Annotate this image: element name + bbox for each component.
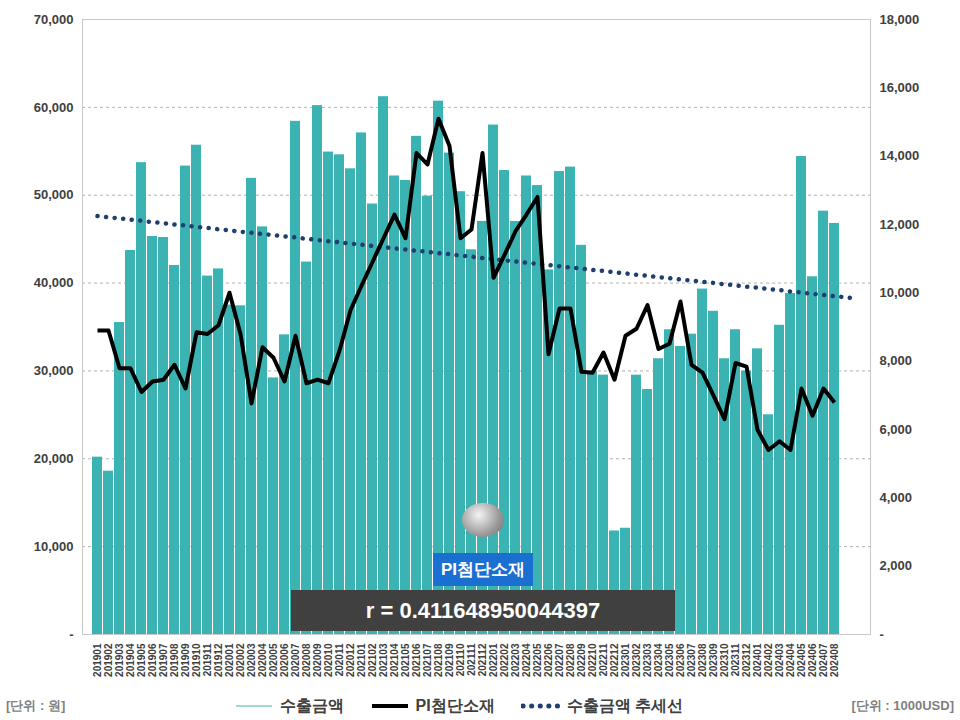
svg-text:202204: 202204 — [521, 643, 532, 677]
svg-text:202304: 202304 — [653, 643, 664, 677]
svg-text:12,000: 12,000 — [880, 217, 920, 232]
svg-text:201909: 201909 — [180, 643, 191, 677]
svg-text:202310: 202310 — [719, 643, 730, 677]
svg-text:202012: 202012 — [345, 643, 356, 677]
svg-text:202101: 202101 — [356, 643, 367, 677]
svg-text:201903: 201903 — [114, 643, 125, 677]
svg-text:18,000: 18,000 — [880, 12, 920, 27]
svg-text:202003: 202003 — [246, 643, 257, 677]
svg-text:201905: 201905 — [136, 643, 147, 677]
svg-text:202111: 202111 — [466, 643, 477, 676]
svg-text:201902: 201902 — [103, 643, 114, 677]
svg-text:202106: 202106 — [411, 643, 422, 677]
svg-text:4,000: 4,000 — [880, 490, 913, 505]
svg-text:202205: 202205 — [532, 643, 543, 677]
svg-text:202203: 202203 — [510, 643, 521, 677]
svg-text:202211: 202211 — [598, 643, 609, 676]
svg-text:201907: 201907 — [158, 643, 169, 677]
html-text:PI첨단소재: PI첨단소재 — [415, 696, 495, 714]
svg-text:202407: 202407 — [818, 643, 829, 677]
svg-text:202102: 202102 — [367, 643, 378, 677]
svg-text:202401: 202401 — [752, 643, 763, 677]
svg-text:202312: 202312 — [741, 643, 752, 677]
svg-text:202011: 202011 — [334, 643, 345, 676]
svg-text:202108: 202108 — [433, 643, 444, 677]
svg-text:202004: 202004 — [257, 643, 268, 677]
svg-text:202103: 202103 — [378, 643, 389, 677]
svg-text:202107: 202107 — [422, 643, 433, 677]
svg-text:202305: 202305 — [664, 643, 675, 677]
svg-text:202009: 202009 — [312, 643, 323, 677]
svg-text:202007: 202007 — [290, 643, 301, 677]
svg-text:202210: 202210 — [587, 643, 598, 677]
html-text:r = 0.411648950044397: r = 0.411648950044397 — [365, 597, 601, 623]
svg-text:202404: 202404 — [785, 643, 796, 677]
svg-text:50,000: 50,000 — [34, 187, 74, 202]
svg-text:202005: 202005 — [268, 643, 279, 677]
html-text:[단위 : 1000USD]: [단위 : 1000USD] — [851, 698, 954, 713]
svg-text:202109: 202109 — [444, 643, 455, 677]
svg-text:-: - — [880, 627, 884, 642]
svg-text:201910: 201910 — [191, 643, 202, 677]
svg-text:202405: 202405 — [796, 643, 807, 677]
svg-text:202105: 202105 — [400, 643, 411, 677]
svg-text:201908: 201908 — [169, 643, 180, 677]
svg-text:202008: 202008 — [301, 643, 312, 677]
html-text:PI첨단소재: PI첨단소재 — [441, 560, 525, 579]
svg-text:202208: 202208 — [565, 643, 576, 677]
svg-text:202104: 202104 — [389, 643, 400, 677]
html-text:수출금액 추세선: 수출금액 추세선 — [566, 696, 684, 714]
svg-text:201904: 201904 — [125, 643, 136, 677]
svg-text:202309: 202309 — [708, 643, 719, 677]
svg-text:60,000: 60,000 — [34, 100, 74, 115]
svg-text:202110: 202110 — [455, 643, 466, 676]
svg-text:202002: 202002 — [235, 643, 246, 677]
svg-text:202307: 202307 — [686, 643, 697, 677]
html-text:[단위 : 원]: [단위 : 원] — [6, 698, 66, 713]
svg-text:202212: 202212 — [609, 643, 620, 677]
svg-text:-: - — [69, 627, 73, 642]
svg-text:201911: 201911 — [202, 643, 213, 676]
svg-text:202303: 202303 — [642, 643, 653, 677]
svg-text:8,000: 8,000 — [880, 353, 913, 368]
svg-text:202408: 202408 — [829, 643, 840, 677]
svg-text:202010: 202010 — [323, 643, 334, 677]
svg-text:202001: 202001 — [224, 643, 235, 677]
svg-text:30,000: 30,000 — [34, 363, 74, 378]
svg-text:202209: 202209 — [576, 643, 587, 677]
svg-text:202402: 202402 — [763, 643, 774, 677]
svg-text:202206: 202206 — [543, 643, 554, 677]
svg-text:202311: 202311 — [730, 643, 741, 676]
svg-text:202207: 202207 — [554, 643, 565, 677]
svg-text:40,000: 40,000 — [34, 275, 74, 290]
svg-text:202306: 202306 — [675, 643, 686, 677]
svg-text:70,000: 70,000 — [34, 12, 74, 27]
svg-text:202403: 202403 — [774, 643, 785, 677]
svg-text:2,000: 2,000 — [880, 558, 913, 573]
svg-text:14,000: 14,000 — [880, 148, 920, 163]
svg-text:202302: 202302 — [631, 643, 642, 677]
svg-text:6,000: 6,000 — [880, 422, 913, 437]
svg-text:201912: 201912 — [213, 643, 224, 677]
html-text:수출금액: 수출금액 — [279, 696, 344, 714]
svg-text:202406: 202406 — [807, 643, 818, 677]
svg-text:202202: 202202 — [499, 643, 510, 677]
svg-text:202308: 202308 — [697, 643, 708, 677]
svg-text:20,000: 20,000 — [34, 451, 74, 466]
svg-text:201901: 201901 — [92, 643, 103, 677]
svg-text:10,000: 10,000 — [34, 539, 74, 554]
svg-text:202112: 202112 — [477, 643, 488, 676]
svg-text:202201: 202201 — [488, 643, 499, 677]
svg-text:202301: 202301 — [620, 643, 631, 677]
svg-text:201906: 201906 — [147, 643, 158, 677]
svg-text:10,000: 10,000 — [880, 285, 920, 300]
svg-text:202006: 202006 — [279, 643, 290, 677]
svg-text:16,000: 16,000 — [880, 80, 920, 95]
